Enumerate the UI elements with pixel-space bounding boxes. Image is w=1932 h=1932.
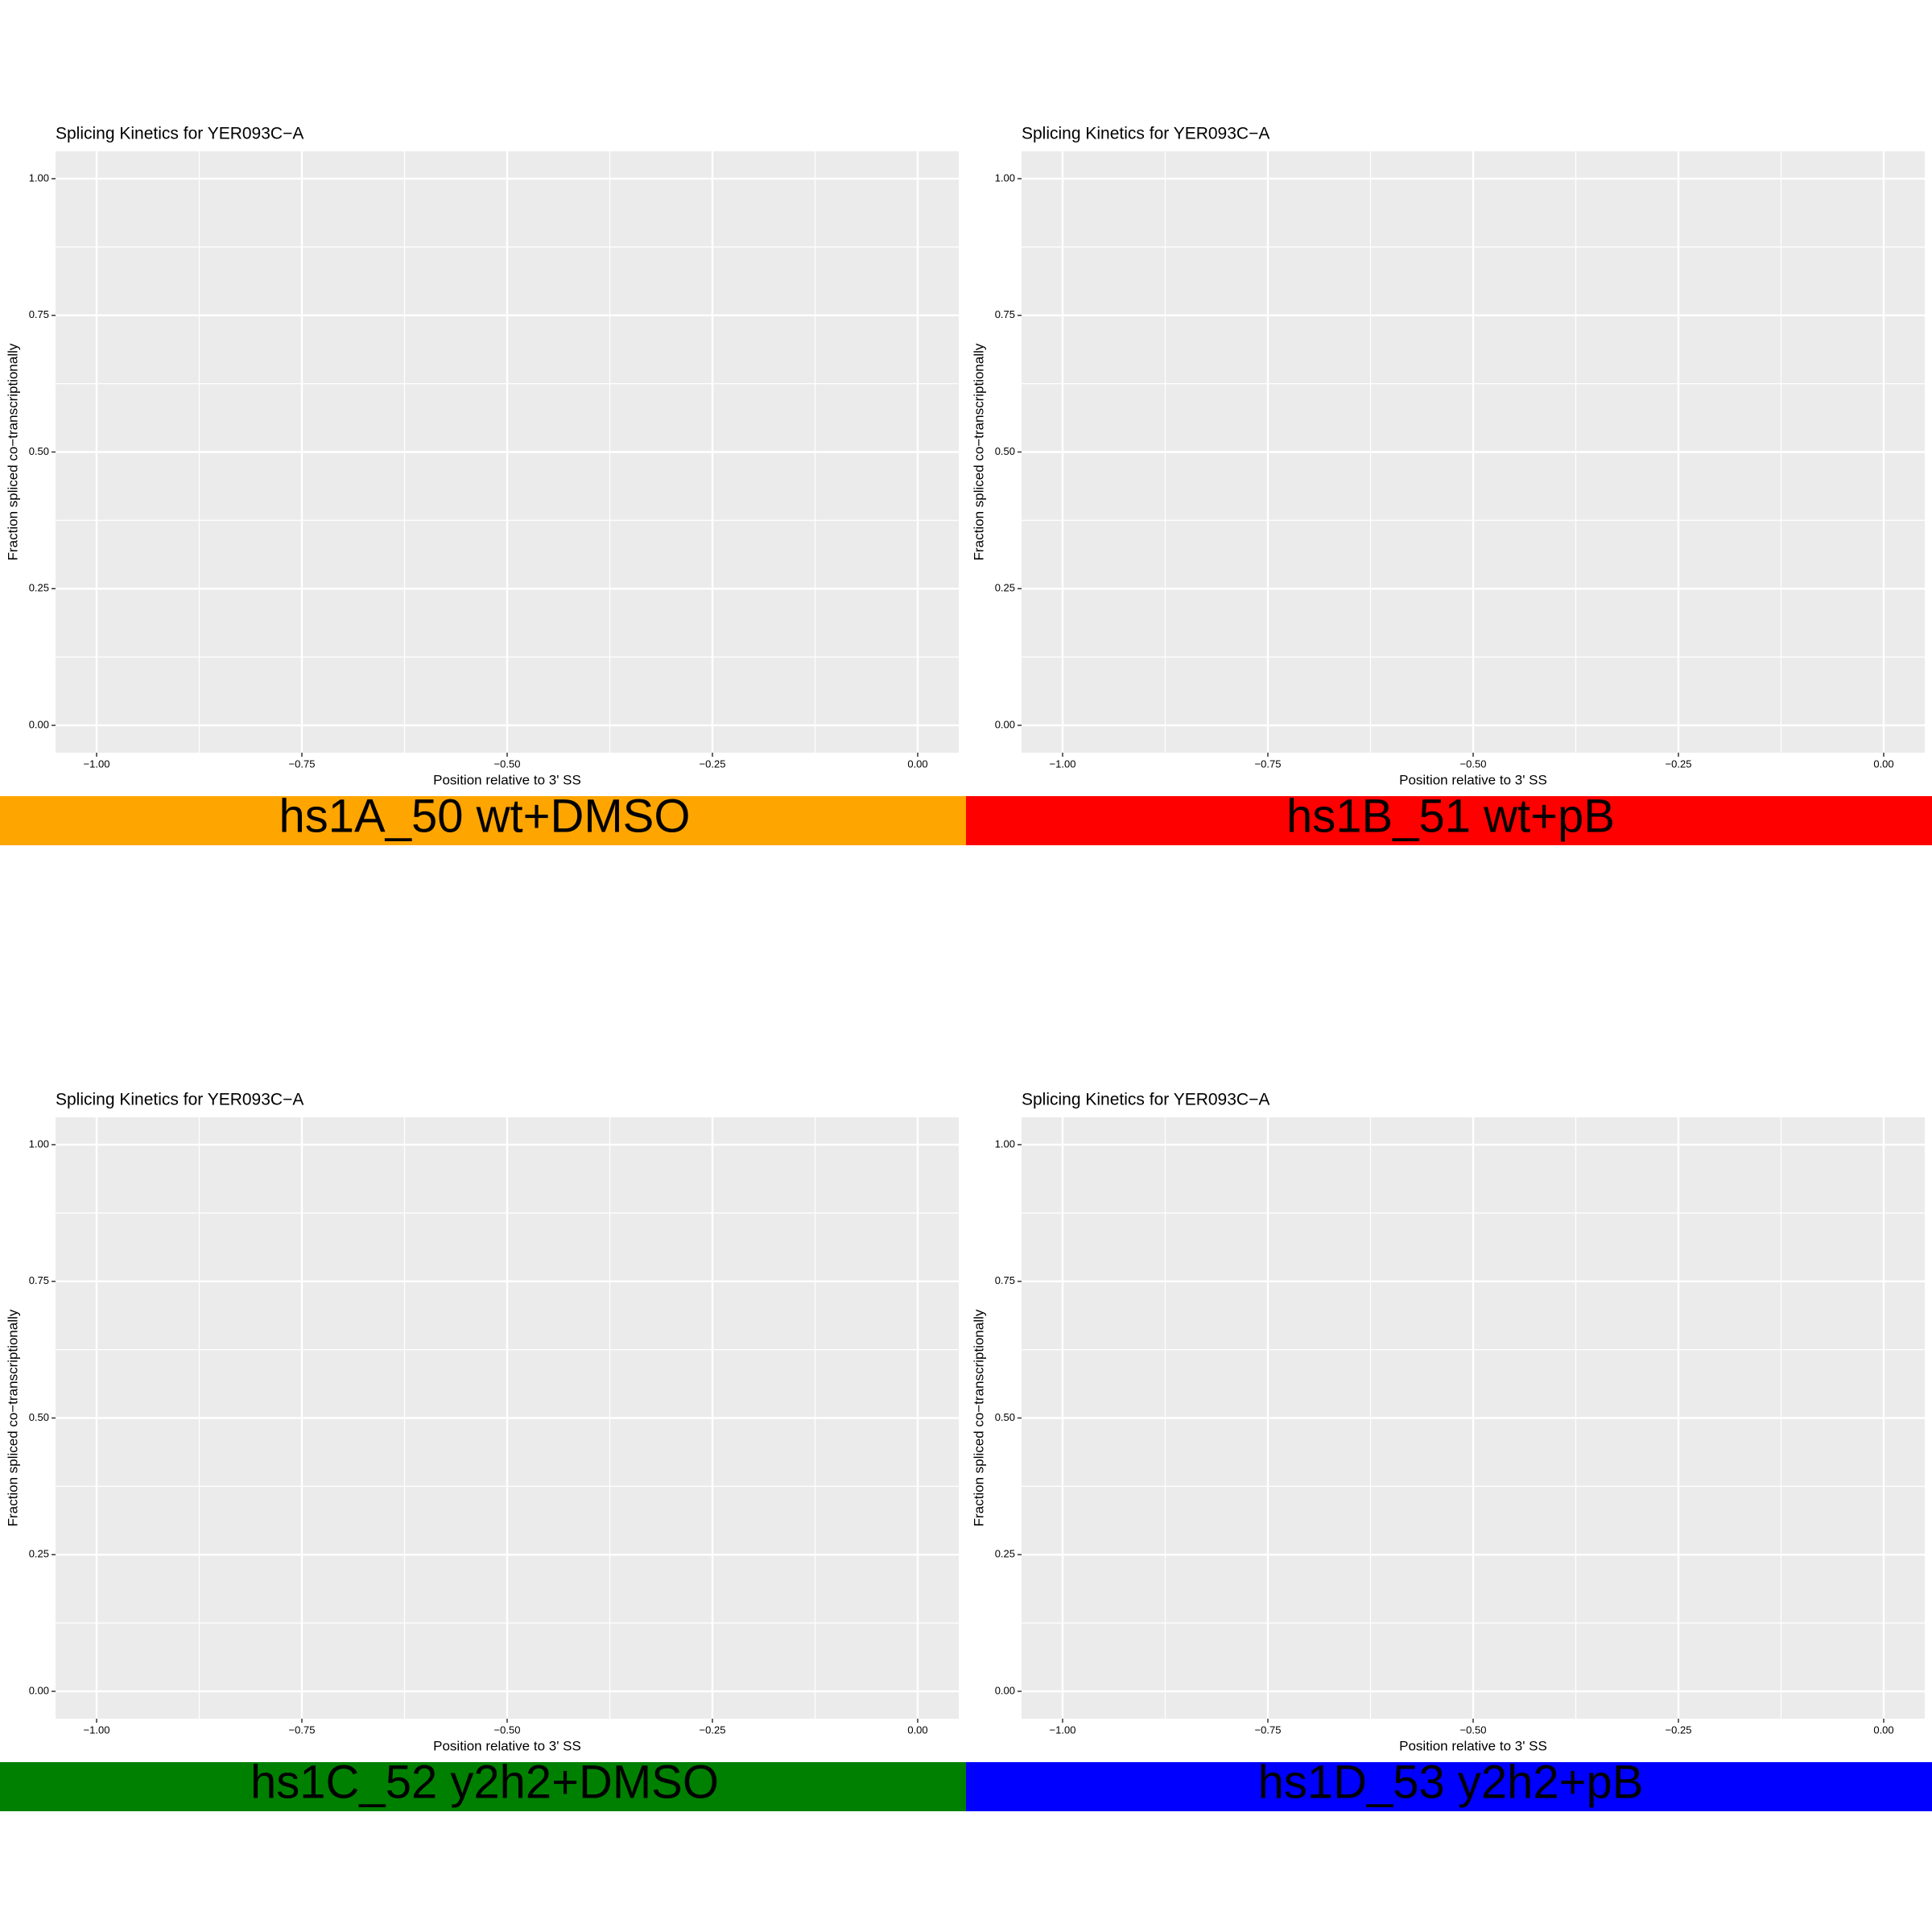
y-axis-label: Fraction spliced co−transcriptionally (5, 1309, 20, 1526)
y-tick-label: 0.75 (29, 308, 49, 320)
y-axis-label: Fraction spliced co−transcriptionally (5, 343, 20, 560)
y-tick-label: 0.00 (29, 1684, 49, 1696)
y-axis-label: Fraction spliced co−transcriptionally (971, 343, 986, 560)
chart-title: Splicing Kinetics for YER093C−A (1022, 125, 1269, 143)
y-tick-label: 0.50 (29, 1411, 49, 1423)
x-tick-label: −1.00 (1050, 1724, 1076, 1736)
x-tick-label: −0.25 (1666, 758, 1692, 770)
y-tick-label: 0.75 (29, 1274, 49, 1286)
y-tick-label: 0.00 (995, 1684, 1015, 1696)
y-tick-label: 0.25 (29, 582, 49, 594)
x-tick-label: −0.75 (289, 1724, 316, 1736)
condition-label: hs1D_53 y2h2+pB (1258, 1756, 1644, 1808)
panel: Splicing Kinetics for YER093C−A −1.00 −0.7… (0, 1091, 966, 1811)
x-tick-label: −0.50 (1460, 758, 1487, 770)
y-tick-label: 0.50 (29, 445, 49, 457)
y-tick-label: 1.00 (995, 1137, 1015, 1150)
condition-label: hs1B_51 wt+pB (1286, 790, 1615, 842)
x-tick-label: −1.00 (1050, 758, 1076, 770)
panel: Splicing Kinetics for YER093C−A −1.00 −0.7… (966, 125, 1932, 845)
condition-banner (966, 796, 1932, 845)
panel: Splicing Kinetics for YER093C−A −1.00 −0.7… (0, 125, 966, 845)
x-tick-label: 0.00 (1873, 758, 1893, 770)
y-tick-label: 1.00 (29, 171, 49, 184)
x-axis-label: Position relative to 3' SS (1399, 772, 1547, 787)
x-tick-label: −0.75 (1255, 758, 1282, 770)
x-tick-label: −1.00 (84, 758, 110, 770)
condition-banner (966, 1762, 1932, 1811)
x-axis-label: Position relative to 3' SS (433, 1738, 581, 1753)
y-tick-label: 0.50 (995, 1411, 1015, 1423)
x-tick-label: 0.00 (907, 758, 927, 770)
y-tick-label: 0.75 (995, 308, 1015, 320)
panel: Splicing Kinetics for YER093C−A −1.00 −0.7… (966, 1091, 1932, 1811)
chart-title: Splicing Kinetics for YER093C−A (56, 1091, 303, 1109)
x-tick-label: −0.50 (1460, 1724, 1487, 1736)
y-tick-label: 0.00 (995, 718, 1015, 730)
y-tick-label: 0.50 (995, 445, 1015, 457)
x-tick-label: −1.00 (84, 1724, 110, 1736)
x-tick-label: −0.75 (289, 758, 316, 770)
x-tick-label: 0.00 (907, 1724, 927, 1736)
condition-label: hs1C_52 y2h2+DMSO (250, 1756, 719, 1808)
condition-banner (0, 1762, 966, 1811)
x-tick-label: −0.25 (1666, 1724, 1692, 1736)
y-tick-label: 0.25 (995, 1548, 1015, 1560)
condition-label: hs1A_50 wt+DMSO (279, 790, 691, 842)
y-tick-label: 1.00 (29, 1137, 49, 1150)
x-tick-label: −0.25 (700, 758, 726, 770)
condition-banner (0, 796, 966, 845)
x-tick-label: −0.50 (494, 758, 521, 770)
y-tick-label: 0.75 (995, 1274, 1015, 1286)
y-tick-label: 1.00 (995, 171, 1015, 184)
y-axis-label: Fraction spliced co−transcriptionally (971, 1309, 986, 1526)
chart-title: Splicing Kinetics for YER093C−A (1022, 1091, 1269, 1109)
x-tick-label: 0.00 (1873, 1724, 1893, 1736)
x-axis-label: Position relative to 3' SS (1399, 1738, 1547, 1753)
y-tick-label: 0.25 (995, 582, 1015, 594)
y-tick-label: 0.00 (29, 718, 49, 730)
chart-title: Splicing Kinetics for YER093C−A (56, 125, 303, 143)
x-tick-label: −0.75 (1255, 1724, 1282, 1736)
x-tick-label: −0.25 (700, 1724, 726, 1736)
x-axis-label: Position relative to 3' SS (433, 772, 581, 787)
y-tick-label: 0.25 (29, 1548, 49, 1560)
x-tick-label: −0.50 (494, 1724, 521, 1736)
